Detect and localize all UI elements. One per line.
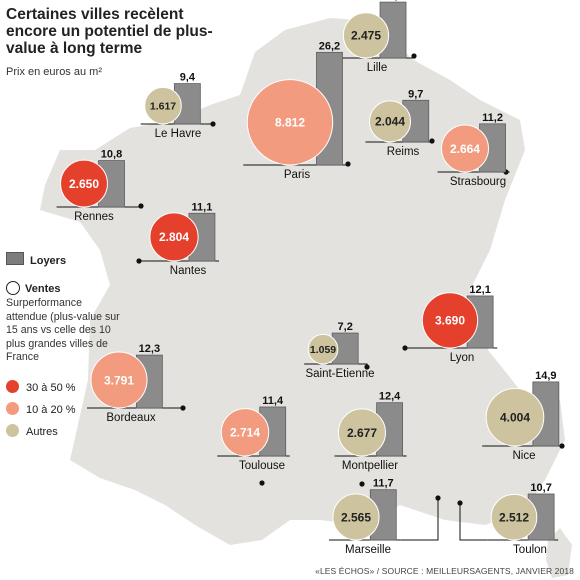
ventes-circle-icon <box>6 281 20 295</box>
vente-label-lille: 2.475 <box>351 29 381 43</box>
city-dot-toulouse <box>259 480 265 486</box>
city-name-le-havre: Le Havre <box>155 128 202 140</box>
loyer-label-nantes: 11,1 <box>192 201 213 213</box>
loyer-label-marseille: 11,7 <box>373 478 394 490</box>
city-dot-le-havre <box>210 121 216 127</box>
city-dot-rennes <box>138 203 144 209</box>
vente-label-reims: 2.044 <box>375 115 405 129</box>
vente-circle-reims <box>368 100 412 143</box>
city-name-nantes: Nantes <box>170 265 207 277</box>
connector-marseille <box>400 498 439 541</box>
vente-label-strasbourg: 2.664 <box>450 142 480 156</box>
vente-label-rennes: 2.650 <box>69 177 99 191</box>
loyer-label-nice: 14,9 <box>535 370 556 382</box>
loyer-label-bordeaux: 12,3 <box>139 343 160 355</box>
city-dot-saint-etienne <box>364 364 370 370</box>
vente-circle-paris <box>246 79 334 166</box>
vente-label-marseille: 2.565 <box>341 510 371 524</box>
loyer-label-saint-etienne: 7,2 <box>338 321 353 333</box>
vente-circle-lille <box>342 12 390 59</box>
vente-label-lyon: 3.690 <box>435 314 465 328</box>
city-dot-toulon <box>457 500 463 506</box>
legend-loyers: Loyers <box>6 252 66 267</box>
source-note: «LES ÉCHOS» / SOURCE : MEILLEURSAGENTS, … <box>315 566 574 576</box>
legend-description: Surperformance attendue (plus-value sur … <box>6 297 120 363</box>
city-dot-nice <box>559 443 565 449</box>
vente-circle-toulon <box>490 493 538 541</box>
vente-label-paris: 8.812 <box>275 116 305 130</box>
salmon-dot-icon <box>6 402 19 415</box>
legend-loyers-label: Loyers <box>30 255 67 267</box>
city-dot-nantes <box>136 258 142 264</box>
loyer-label-lille: 13,0 <box>382 0 403 2</box>
vente-circle-montpellier <box>337 408 387 457</box>
city-name-toulouse: Toulouse <box>239 460 285 472</box>
city-dot-marseille <box>435 495 441 501</box>
vente-label-toulon: 2.512 <box>499 511 529 525</box>
loyer-label-paris: 26,2 <box>319 40 340 52</box>
city-name-saint-etienne: Saint-Etienne <box>305 368 374 380</box>
vente-label-nice: 4.004 <box>500 411 530 425</box>
city-name-lille: Lille <box>367 62 387 74</box>
vente-circle-rennes <box>60 159 108 208</box>
vente-label-bordeaux: 3.791 <box>104 373 134 387</box>
vente-label-montpellier: 2.677 <box>347 426 377 440</box>
city-dot-montpellier <box>359 481 365 487</box>
vente-circle-nantes <box>149 212 199 262</box>
city-markers: 13,0 2.475 Lille 9,4 1.617 Le Havre 26,2 8.812 P… <box>56 0 565 556</box>
vente-label-saint-etienne: 1.059 <box>310 344 336 356</box>
vente-circle-marseille <box>332 493 380 541</box>
legend-category-label: Autres <box>26 426 58 438</box>
vente-circle-lyon <box>421 292 479 349</box>
loyers-square-icon <box>6 252 24 265</box>
loyer-label-toulouse: 11,4 <box>262 395 284 407</box>
france-shape <box>40 18 565 545</box>
chart-title: Certaines villes recèlent encore un pote… <box>6 6 213 57</box>
city-name-marseille: Marseille <box>345 544 391 556</box>
vente-circle-bordeaux <box>90 351 148 409</box>
chart-subtitle: Prix en euros au m² <box>6 66 102 78</box>
city-dot-lille <box>411 53 417 59</box>
legend-category-mid: 10 à 20 % <box>6 402 76 416</box>
vente-circle-strasbourg <box>441 124 489 173</box>
city-dot-bordeaux <box>180 405 186 411</box>
vente-label-toulouse: 2.714 <box>230 426 260 440</box>
vente-circle-toulouse <box>220 408 270 457</box>
vente-circle-nice <box>485 387 545 447</box>
legend-category-other: Autres <box>6 424 58 438</box>
vente-circle-le-havre <box>144 86 182 125</box>
loyer-label-rennes: 10,8 <box>101 149 122 161</box>
city-name-reims: Reims <box>387 146 420 158</box>
city-name-nice: Nice <box>512 450 535 462</box>
city-name-rennes: Rennes <box>74 211 114 223</box>
loyer-label-reims: 9,7 <box>408 88 423 100</box>
loyer-label-strasbourg: 11,2 <box>482 112 503 124</box>
loyer-label-toulon: 10,7 <box>530 482 551 494</box>
legend-ventes-label: Ventes <box>25 283 61 295</box>
connector-toulon <box>459 503 488 541</box>
city-name-lyon: Lyon <box>450 352 475 364</box>
city-name-strasbourg: Strasbourg <box>450 176 506 188</box>
city-name-toulon: Toulon <box>513 544 547 556</box>
red-dot-icon <box>6 380 19 393</box>
loyer-label-montpellier: 12,4 <box>379 391 401 403</box>
city-name-paris: Paris <box>284 169 310 181</box>
legend-category-label: 10 à 20 % <box>26 404 76 416</box>
city-dot-paris <box>345 161 351 167</box>
vente-label-le-havre: 1.617 <box>150 100 176 112</box>
legend-ventes: Ventes <box>6 281 60 295</box>
legend-category-high: 30 à 50 % <box>6 380 76 394</box>
vente-circle-saint-etienne <box>307 333 339 365</box>
city-dot-reims <box>429 138 435 144</box>
loyer-label-le-havre: 9,4 <box>180 72 196 84</box>
city-name-bordeaux: Bordeaux <box>106 412 155 424</box>
legend-category-label: 30 à 50 % <box>26 382 76 394</box>
city-name-montpellier: Montpellier <box>342 460 398 472</box>
loyer-label-lyon: 12,1 <box>469 284 490 296</box>
city-dot-lyon <box>402 345 408 351</box>
beige-dot-icon <box>6 424 19 437</box>
vente-label-nantes: 2.804 <box>159 230 189 244</box>
